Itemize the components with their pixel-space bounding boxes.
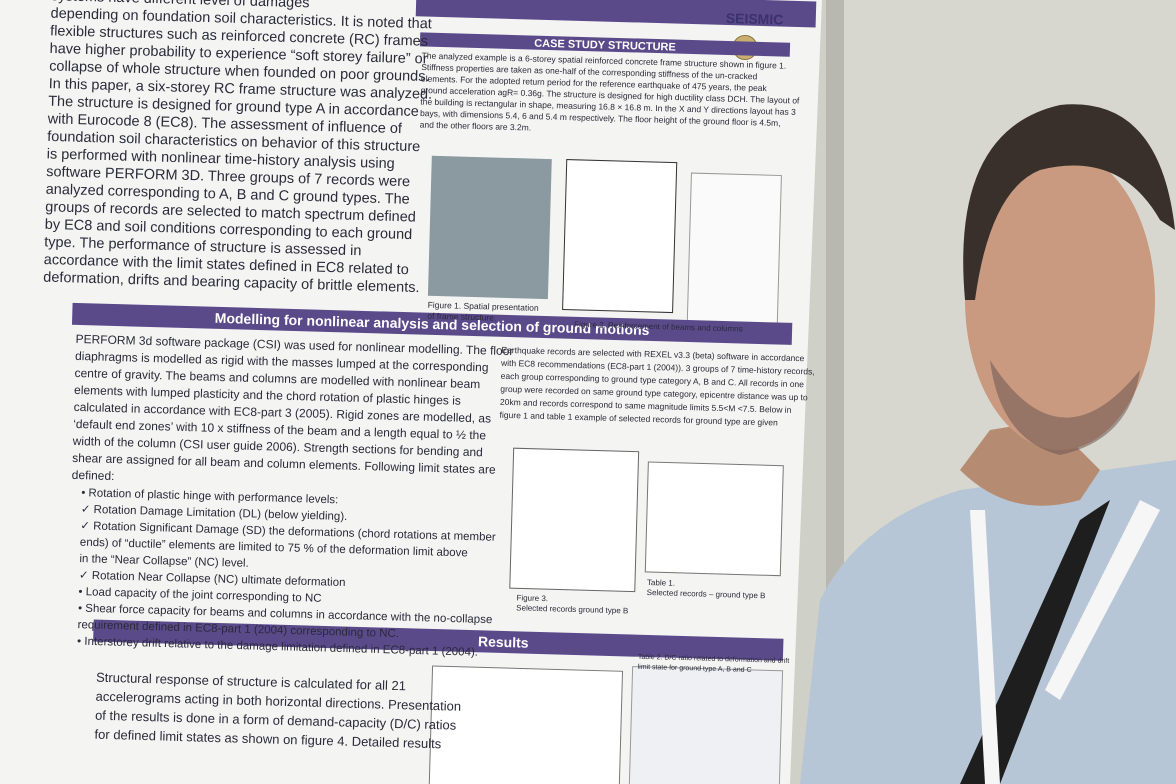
figure-3 bbox=[509, 447, 640, 593]
figure-caption: of frame structure. bbox=[427, 311, 496, 323]
person bbox=[800, 104, 1176, 784]
figure-caption: Figure 1. Spatial presentation bbox=[428, 300, 540, 313]
modelling-band bbox=[71, 302, 793, 345]
figure-caption: Selected records ground type B bbox=[516, 603, 628, 615]
face bbox=[965, 150, 1155, 450]
bullet-line: in the “Near Collapse” (NC) level. bbox=[79, 553, 249, 570]
lanyard bbox=[970, 510, 1000, 784]
modelling-line: defined: bbox=[72, 468, 115, 483]
case-band bbox=[419, 32, 791, 57]
figure-2b bbox=[686, 172, 782, 337]
figure-2a bbox=[562, 159, 678, 314]
results-title: Results bbox=[478, 633, 529, 650]
beard bbox=[990, 360, 1140, 455]
brand: SEISMIC bbox=[726, 10, 784, 28]
figure-1 bbox=[427, 155, 552, 300]
table-1 bbox=[644, 461, 784, 577]
table-2 bbox=[428, 665, 624, 784]
figure-caption: Figure 3. bbox=[516, 593, 548, 603]
case-title: CASE STUDY STRUCTURE bbox=[534, 38, 676, 54]
table-caption: Table 1. bbox=[647, 578, 675, 588]
header-band bbox=[415, 0, 817, 28]
table-caption: Selected records – ground type B bbox=[647, 588, 766, 600]
bag-strap bbox=[960, 500, 1110, 784]
figure-4 bbox=[628, 666, 784, 784]
case-line: and the other floors are 3.2m. bbox=[420, 119, 532, 132]
lanyard-right bbox=[1045, 500, 1160, 700]
table-caption: limit state for ground type A, B and C bbox=[638, 664, 752, 674]
hair bbox=[963, 104, 1175, 300]
table-caption: Table 2. D/C ratio related to deformatio… bbox=[638, 654, 790, 665]
intro-line: systems have different level of damages bbox=[51, 0, 310, 11]
results-band bbox=[93, 619, 784, 661]
